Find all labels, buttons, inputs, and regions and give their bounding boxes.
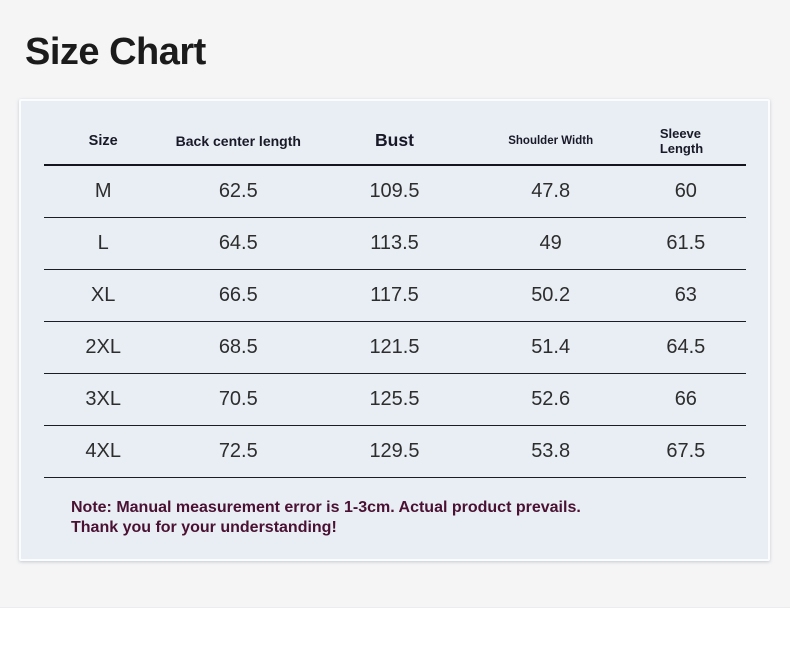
measurement-cell: 72.5 [162, 425, 314, 478]
measurement-cell: 50.2 [475, 269, 627, 322]
size-label-cell: 3XL [43, 373, 163, 426]
measurement-cell: 64.5 [626, 321, 746, 374]
column-header-label: Bust [375, 130, 414, 150]
measurement-cell: 63 [626, 269, 746, 322]
measurement-cell: 64.5 [162, 217, 314, 270]
measurement-cell: 70.5 [162, 373, 314, 426]
header-row: Size Back center length Bust Shoulder Width… [43, 117, 746, 166]
size-table: Size Back center length Bust Shoulder Width… [43, 117, 746, 478]
measurement-cell: 68.5 [162, 321, 314, 374]
note-text: Note: Manual measurement error is 1-3cm.… [71, 498, 738, 538]
column-header: Sleeve Length [626, 117, 746, 166]
measurement-cell: 52.6 [475, 373, 627, 426]
measurement-cell: 61.5 [626, 217, 746, 270]
measurement-cell: 113.5 [313, 217, 476, 270]
size-table-body: M 62.5 109.5 47.8 60 L 64.5 113.5 49 61.5 XL 66.5 11… [43, 165, 746, 478]
measurement-cell: 121.5 [313, 321, 476, 374]
column-header-label: Back center length [175, 132, 301, 149]
column-header-label: Size [88, 132, 118, 149]
column-header-label: Sleeve Length [659, 125, 704, 156]
size-label-cell: M [43, 165, 163, 218]
measurement-cell: 51.4 [475, 321, 627, 374]
table-row: XL 66.5 117.5 50.2 63 [43, 269, 746, 322]
table-row: 2XL 68.5 121.5 51.4 64.5 [43, 321, 746, 374]
table-row: L 64.5 113.5 49 61.5 [43, 217, 746, 270]
table-row: M 62.5 109.5 47.8 60 [43, 165, 746, 218]
note-line-2: Thank you for your understanding! [71, 519, 337, 536]
column-header-label: Shoulder Width [508, 134, 594, 147]
measurement-cell: 109.5 [313, 165, 476, 218]
column-header: Size [43, 117, 163, 166]
measurement-cell: 49 [475, 217, 627, 270]
measurement-cell: 60 [626, 165, 746, 218]
page-bottom-section [0, 608, 790, 668]
measurement-cell: 125.5 [313, 373, 476, 426]
measurement-cell: 47.8 [475, 165, 627, 218]
column-header: Bust [313, 117, 476, 166]
measurement-cell: 66 [626, 373, 746, 426]
size-label-cell: 4XL [43, 425, 163, 478]
size-label-cell: XL [43, 269, 163, 322]
measurement-cell: 62.5 [162, 165, 314, 218]
column-header: Shoulder Width [475, 117, 627, 166]
measurement-cell: 66.5 [162, 269, 314, 322]
table-row: 4XL 72.5 129.5 53.8 67.5 [43, 425, 746, 478]
measurement-cell: 117.5 [313, 269, 476, 322]
page-top-section: Size Chart Size Back center length Bust Sho… [19, 31, 770, 561]
note-line-1: Note: Manual measurement error is 1-3cm.… [71, 499, 581, 516]
size-chart-panel: Size Back center length Bust Shoulder Width… [19, 99, 770, 561]
page-title: Size Chart [25, 31, 206, 73]
size-table-header: Size Back center length Bust Shoulder Width… [43, 117, 746, 166]
measurement-cell: 67.5 [626, 425, 746, 478]
measurement-cell: 129.5 [313, 425, 476, 478]
table-row: 3XL 70.5 125.5 52.6 66 [43, 373, 746, 426]
measurement-cell: 53.8 [475, 425, 627, 478]
column-header: Back center length [162, 117, 314, 166]
size-label-cell: L [43, 217, 163, 270]
size-label-cell: 2XL [43, 321, 163, 374]
